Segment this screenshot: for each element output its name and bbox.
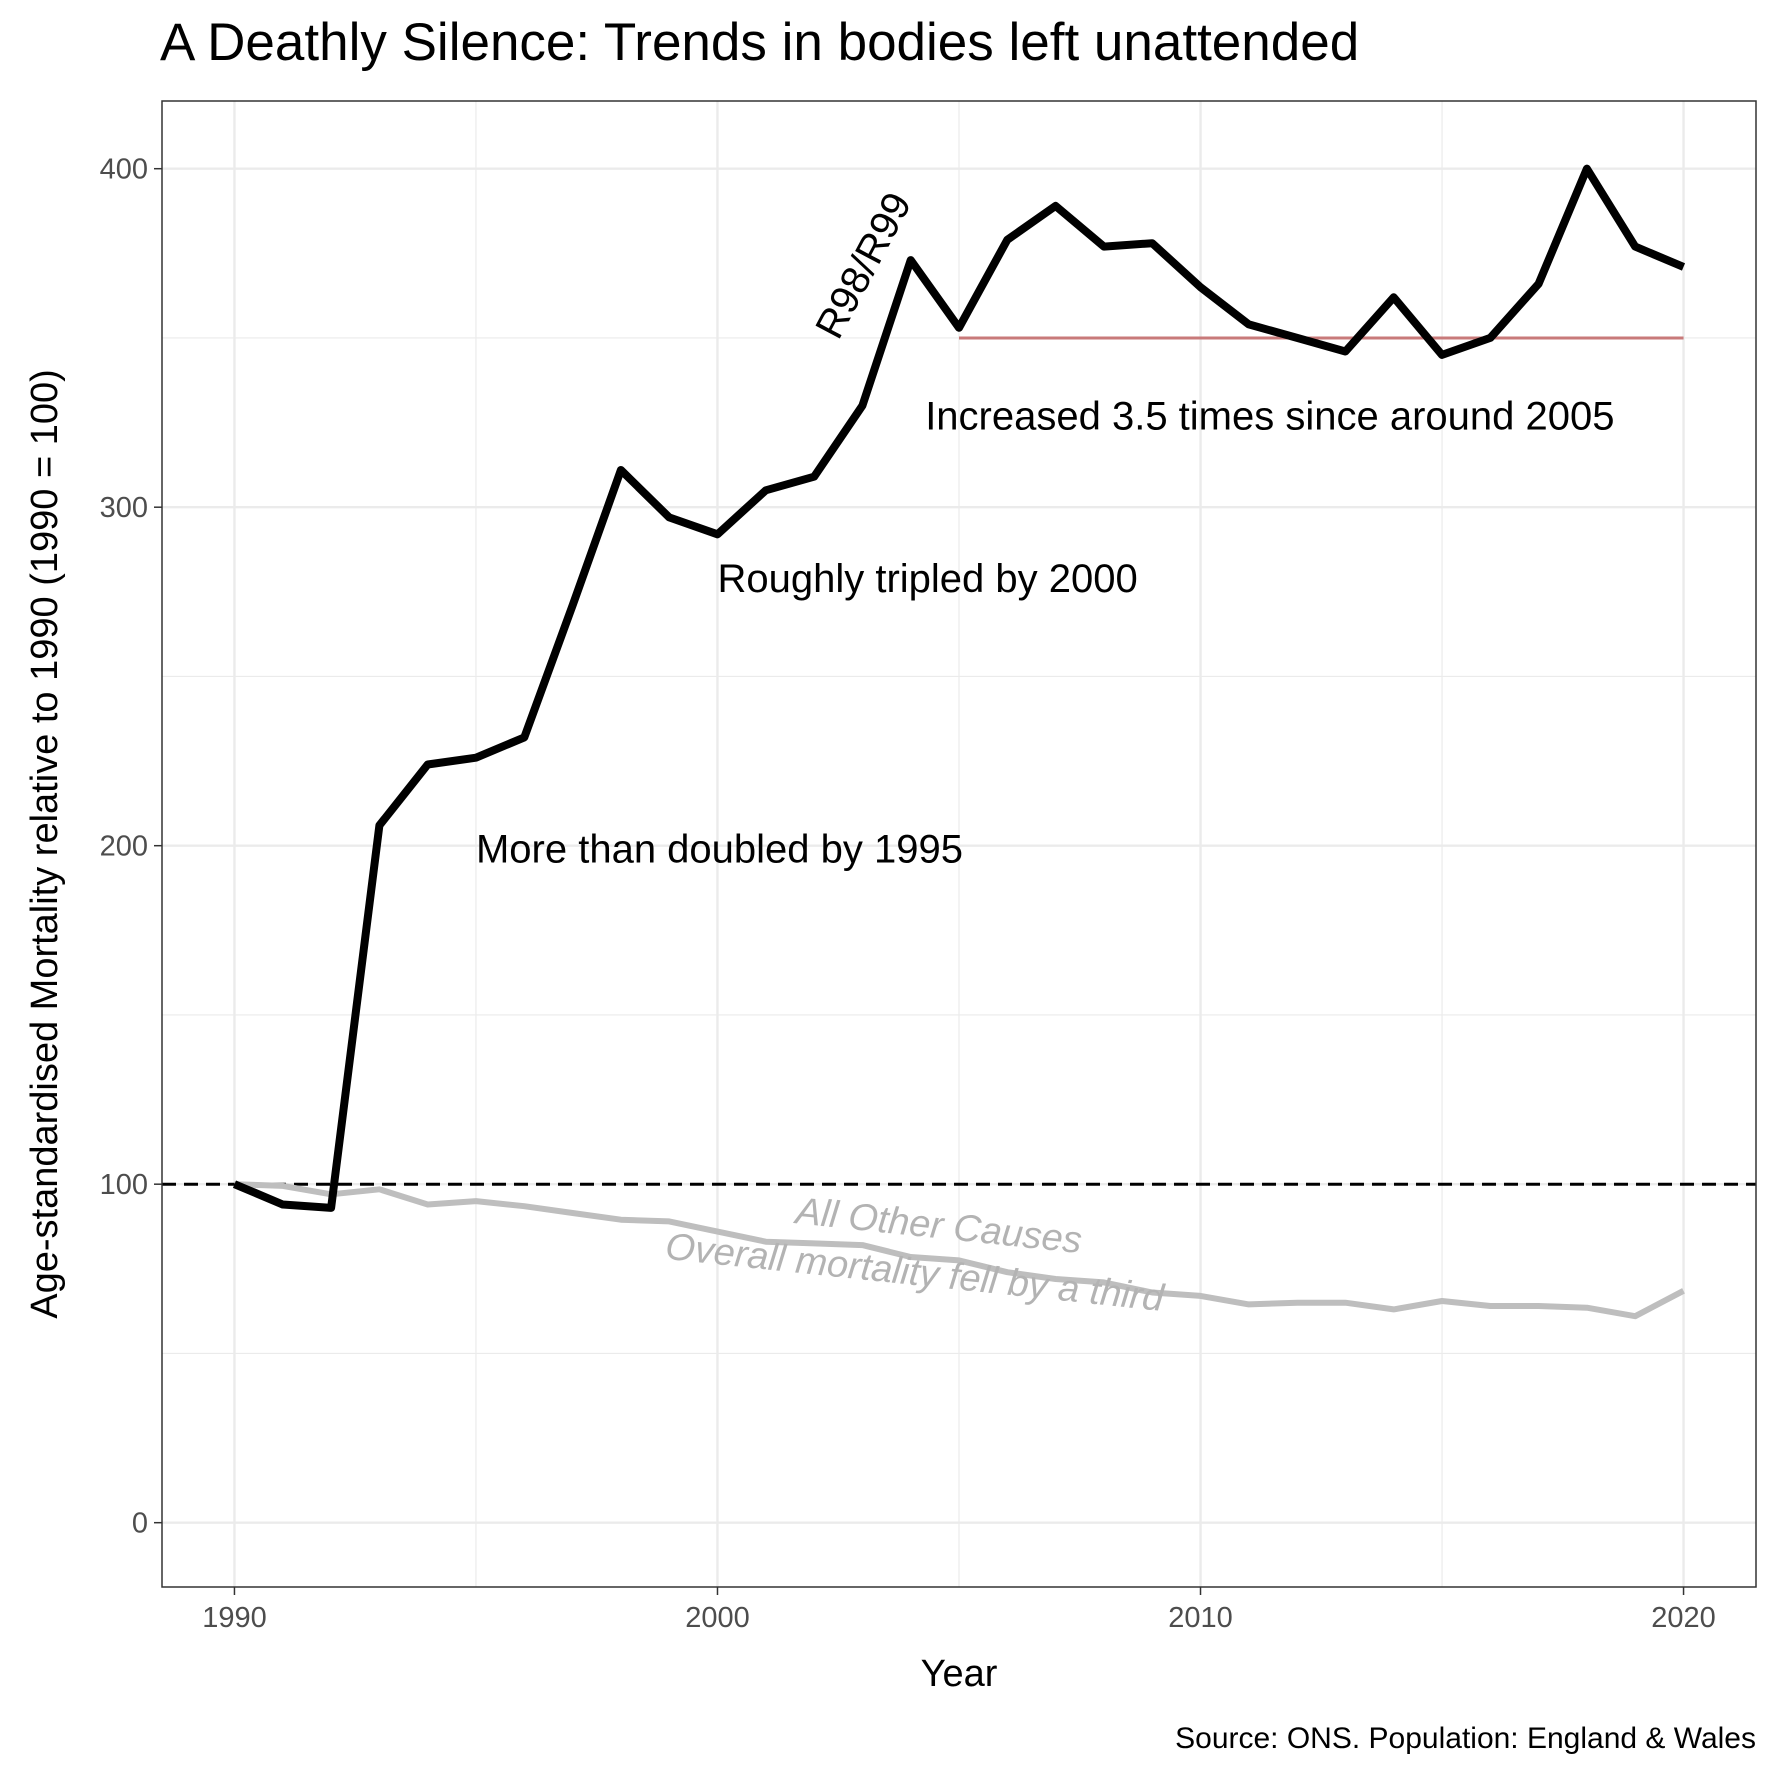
annotation-label: Roughly tripled by 2000 — [717, 557, 1137, 601]
series-layer — [232, 164, 1686, 1320]
reference-layer — [162, 336, 1756, 1186]
x-tick-label: 2010 — [1168, 1602, 1233, 1634]
y-tick-label: 200 — [100, 831, 148, 863]
y-tick-label: 300 — [100, 492, 148, 524]
x-tick-label: 1990 — [202, 1602, 267, 1634]
x-axis-title: Year — [921, 1653, 998, 1695]
panel-border — [161, 100, 1757, 1588]
caption: Source: ONS. Population: England & Wales — [1175, 1722, 1756, 1755]
grid — [162, 101, 1756, 1587]
annotation-label: More than doubled by 1995 — [476, 828, 963, 872]
series-line-other-causes — [234, 1181, 1685, 1320]
x-tick-label: 2000 — [685, 1602, 750, 1634]
axis-layer: 1990 2000 2010 2020 0 100 200 300 400 — [100, 154, 1716, 1634]
y-axis-title: Age-standardised Mortality relative to 1… — [24, 369, 66, 1319]
series-line-unattended — [232, 164, 1686, 1212]
y-tick-label: 400 — [100, 154, 148, 186]
annotation-label: Increased 3.5 times since around 2005 — [925, 394, 1614, 438]
y-tick-label: 100 — [100, 1169, 148, 1201]
y-tick-label: 0 — [132, 1508, 148, 1540]
chart-title: A Deathly Silence: Trends in bodies left… — [160, 13, 1359, 72]
x-tick-label: 2020 — [1651, 1602, 1716, 1634]
